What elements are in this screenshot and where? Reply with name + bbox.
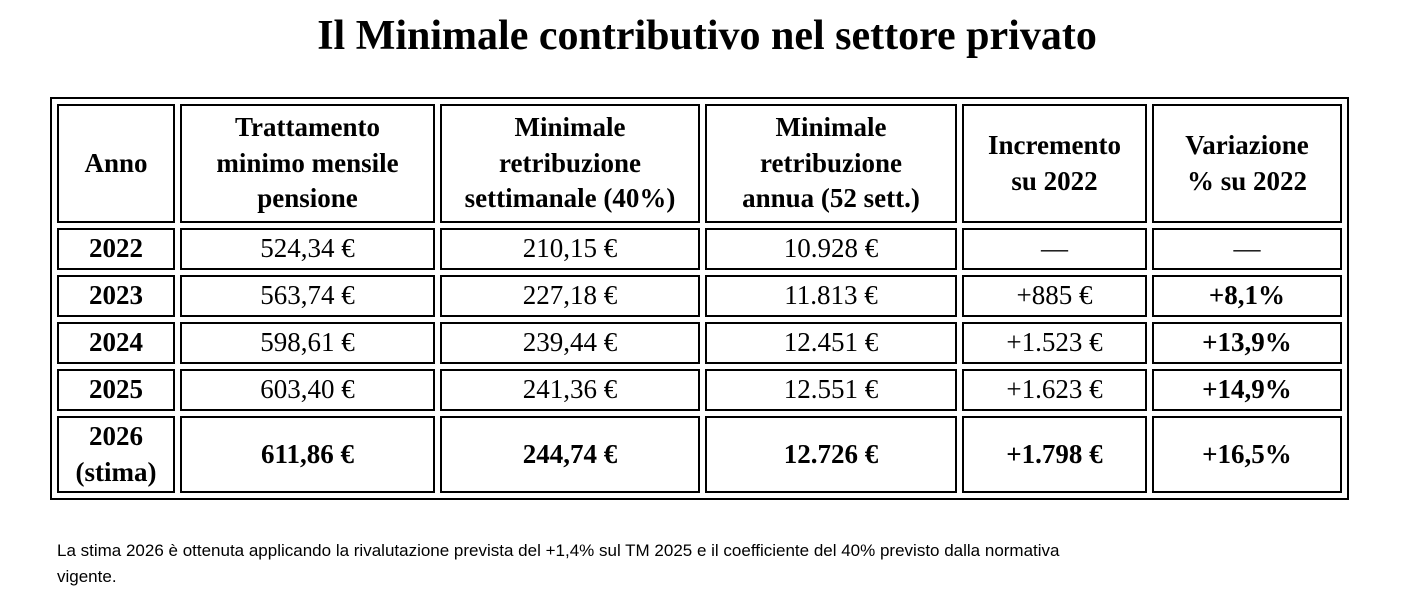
cell-variazione: +14,9% xyxy=(1152,369,1342,411)
col-header-minimale-settimanale: Minimale retribuzione settimanale (40%) xyxy=(440,104,700,223)
cell-incremento: +1.623 € xyxy=(962,369,1147,411)
cell-tm-mensile: 603,40 € xyxy=(180,369,435,411)
col-header-minimale-annua: Minimale retribuzione annua (52 sett.) xyxy=(705,104,957,223)
footnote: La stima 2026 è ottenuta applicando la r… xyxy=(57,541,1060,586)
cell-anno: 2024 xyxy=(57,322,175,364)
cell-anno: 2023 xyxy=(57,275,175,317)
contribution-minimum-table: Anno Trattamento minimo mensile pensione… xyxy=(50,97,1349,500)
cell-variazione: — xyxy=(1152,228,1342,270)
table-row-2024: 2024 598,61 € 239,44 € 12.451 € +1.523 €… xyxy=(57,322,1342,364)
cell-min-annua: 12.551 € xyxy=(705,369,957,411)
cell-incremento: +885 € xyxy=(962,275,1147,317)
cell-tm-mensile: 611,86 € xyxy=(180,416,435,493)
table-row-2025: 2025 603,40 € 241,36 € 12.551 € +1.623 €… xyxy=(57,369,1342,411)
cell-tm-mensile: 524,34 € xyxy=(180,228,435,270)
cell-variazione: +8,1% xyxy=(1152,275,1342,317)
cell-min-settimanale: 241,36 € xyxy=(440,369,700,411)
page-title: Il Minimale contributivo nel settore pri… xyxy=(317,13,1097,59)
cell-variazione: +13,9% xyxy=(1152,322,1342,364)
col-header-variazione: Variazione % su 2022 xyxy=(1152,104,1342,223)
cell-min-annua: 12.726 € xyxy=(705,416,957,493)
cell-min-settimanale: 244,74 € xyxy=(440,416,700,493)
col-header-trattamento-minimo: Trattamento minimo mensile pensione xyxy=(180,104,435,223)
cell-anno: 2025 xyxy=(57,369,175,411)
table-row-2022: 2022 524,34 € 210,15 € 10.928 € — — xyxy=(57,228,1342,270)
cell-anno: 2022 xyxy=(57,228,175,270)
cell-min-settimanale: 210,15 € xyxy=(440,228,700,270)
cell-tm-mensile: 598,61 € xyxy=(180,322,435,364)
table-header-row: Anno Trattamento minimo mensile pensione… xyxy=(57,104,1342,223)
col-header-incremento: Incremento su 2022 xyxy=(962,104,1147,223)
cell-incremento: — xyxy=(962,228,1147,270)
cell-incremento: +1.798 € xyxy=(962,416,1147,493)
cell-variazione: +16,5% xyxy=(1152,416,1342,493)
cell-min-annua: 10.928 € xyxy=(705,228,957,270)
cell-anno: 2026 (stima) xyxy=(57,416,175,493)
table-row-2026-stima: 2026 (stima) 611,86 € 244,74 € 12.726 € … xyxy=(57,416,1342,493)
cell-incremento: +1.523 € xyxy=(962,322,1147,364)
cell-tm-mensile: 563,74 € xyxy=(180,275,435,317)
cell-min-settimanale: 239,44 € xyxy=(440,322,700,364)
cell-min-settimanale: 227,18 € xyxy=(440,275,700,317)
cell-min-annua: 11.813 € xyxy=(705,275,957,317)
cell-min-annua: 12.451 € xyxy=(705,322,957,364)
col-header-anno: Anno xyxy=(57,104,175,223)
table-row-2023: 2023 563,74 € 227,18 € 11.813 € +885 € +… xyxy=(57,275,1342,317)
